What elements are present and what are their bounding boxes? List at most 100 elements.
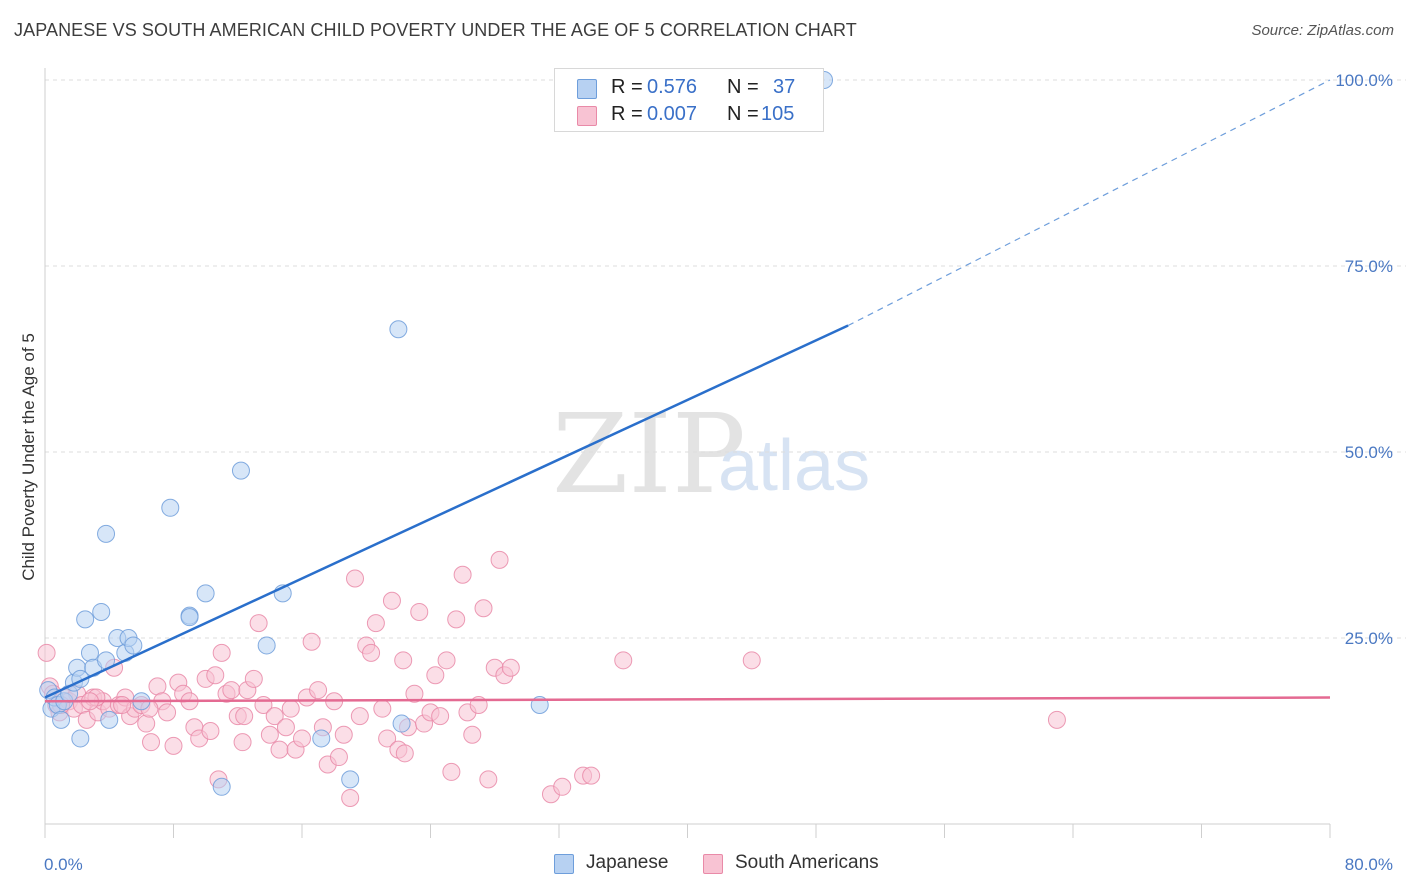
- legend-label-south-americans: South Americans: [735, 852, 879, 873]
- x-tick-label-min: 0.0%: [44, 855, 83, 874]
- south-americans-point: [212, 643, 231, 662]
- south-americans-point: [382, 591, 401, 610]
- south-americans-point: [346, 569, 365, 588]
- japanese-point: [97, 524, 116, 543]
- japanese-swatch: [577, 79, 597, 99]
- n-label: N =: [727, 76, 759, 98]
- r-label: R =: [611, 76, 643, 98]
- trend-lines: [44, 79, 1331, 703]
- south-americans-legend-swatch: [703, 854, 723, 874]
- south-americans-point: [410, 602, 429, 621]
- south-americans-point: [309, 681, 328, 700]
- japanese-point: [392, 714, 411, 733]
- y-tick-label: 75.0%: [1345, 257, 1393, 276]
- south-americans-point: [164, 736, 183, 755]
- south-americans-point: [1047, 710, 1066, 729]
- south-americans-point: [447, 610, 466, 629]
- south-americans-point: [341, 788, 360, 807]
- stats-legend: R = 0.576 N = 37 R = 0.007 N = 105: [554, 68, 824, 132]
- source-label: Source: ZipAtlas.com: [1251, 22, 1394, 39]
- watermark-zip: ZIP: [552, 390, 746, 518]
- japanese-point: [312, 729, 331, 748]
- japanese-point: [100, 710, 119, 729]
- chart-title: JAPANESE VS SOUTH AMERICAN CHILD POVERTY…: [14, 20, 857, 40]
- south-americans-point: [582, 766, 601, 785]
- japanese-trend-line: [44, 324, 849, 699]
- south-americans-point: [329, 748, 348, 767]
- south-americans-point: [474, 599, 493, 618]
- south-americans-point: [276, 718, 295, 737]
- south-americans-point: [281, 699, 300, 718]
- south-americans-point: [614, 651, 633, 670]
- south-americans-point: [260, 725, 279, 744]
- south-americans-trend-line: [44, 696, 1331, 703]
- south-americans-point: [378, 729, 397, 748]
- japanese-point: [80, 643, 99, 662]
- japanese-point: [212, 777, 231, 796]
- y-tick-label: 100.0%: [1335, 71, 1393, 90]
- south-americans-point: [373, 699, 392, 718]
- south-americans-point: [362, 643, 381, 662]
- south-americans-point: [302, 632, 321, 651]
- south-americans-point: [405, 684, 424, 703]
- south-americans-point: [742, 651, 761, 670]
- japanese-point: [389, 320, 408, 339]
- south-americans-point: [113, 695, 132, 714]
- grid-lines: [45, 79, 1406, 639]
- south-americans-point: [463, 725, 482, 744]
- south-americans-point: [350, 707, 369, 726]
- n-value-japanese: 37: [773, 76, 796, 98]
- legend-label-japanese: Japanese: [586, 852, 669, 873]
- japanese-trend-extension: [847, 79, 1331, 327]
- south-americans-point: [249, 614, 268, 633]
- south-americans-point: [201, 722, 220, 740]
- south-americans-point: [553, 777, 572, 796]
- south-americans-point: [235, 707, 254, 726]
- japanese-point: [71, 729, 90, 748]
- south-americans-point: [37, 643, 56, 662]
- n-value-south-americans: 105: [761, 103, 795, 125]
- south-americans-point: [142, 733, 161, 752]
- south-americans-point: [490, 550, 509, 569]
- watermark: ZIP atlas: [552, 390, 870, 518]
- r-label: R =: [611, 103, 643, 125]
- japanese-point: [124, 636, 143, 655]
- south-americans-point: [222, 681, 241, 700]
- x-tick-label-max: 80.0%: [1345, 855, 1393, 874]
- south-americans-point: [453, 565, 472, 584]
- south-americans-point: [394, 651, 413, 670]
- south-americans-point: [265, 707, 284, 726]
- south-americans-point: [270, 740, 289, 759]
- japanese-point: [92, 602, 111, 621]
- japanese-point: [161, 498, 180, 517]
- south-americans-point: [479, 770, 498, 789]
- japanese-point: [180, 608, 199, 627]
- south-americans-point: [206, 666, 225, 685]
- south-americans-point: [148, 677, 167, 696]
- south-americans-point: [158, 703, 177, 722]
- series-legend: Japanese South Americans: [0, 852, 1406, 878]
- south-americans-point: [137, 714, 156, 733]
- south-americans-point: [293, 729, 311, 748]
- south-americans-point: [426, 666, 445, 685]
- japanese-point: [52, 710, 71, 729]
- south-americans-point: [244, 669, 263, 688]
- r-value-south-americans: 0.007: [647, 103, 698, 125]
- south-americans-point: [395, 744, 414, 763]
- y-tick-labels: 25.0% 50.0% 75.0% 100.0%: [1335, 71, 1393, 648]
- japanese-legend-swatch: [554, 854, 574, 874]
- r-value-japanese: 0.576: [647, 76, 698, 98]
- y-tick-label: 50.0%: [1345, 443, 1393, 462]
- japanese-point: [231, 461, 250, 480]
- watermark-atlas: atlas: [718, 426, 870, 506]
- south-americans-point: [437, 651, 456, 670]
- y-tick-label: 25.0%: [1345, 629, 1393, 648]
- japanese-point: [341, 770, 360, 789]
- n-label: N =: [727, 103, 759, 125]
- south-americans-point: [442, 762, 461, 781]
- south-americans-point: [366, 614, 385, 633]
- south-americans-point: [431, 707, 450, 726]
- south-americans-points: [37, 550, 1066, 807]
- south-americans-point: [501, 658, 520, 677]
